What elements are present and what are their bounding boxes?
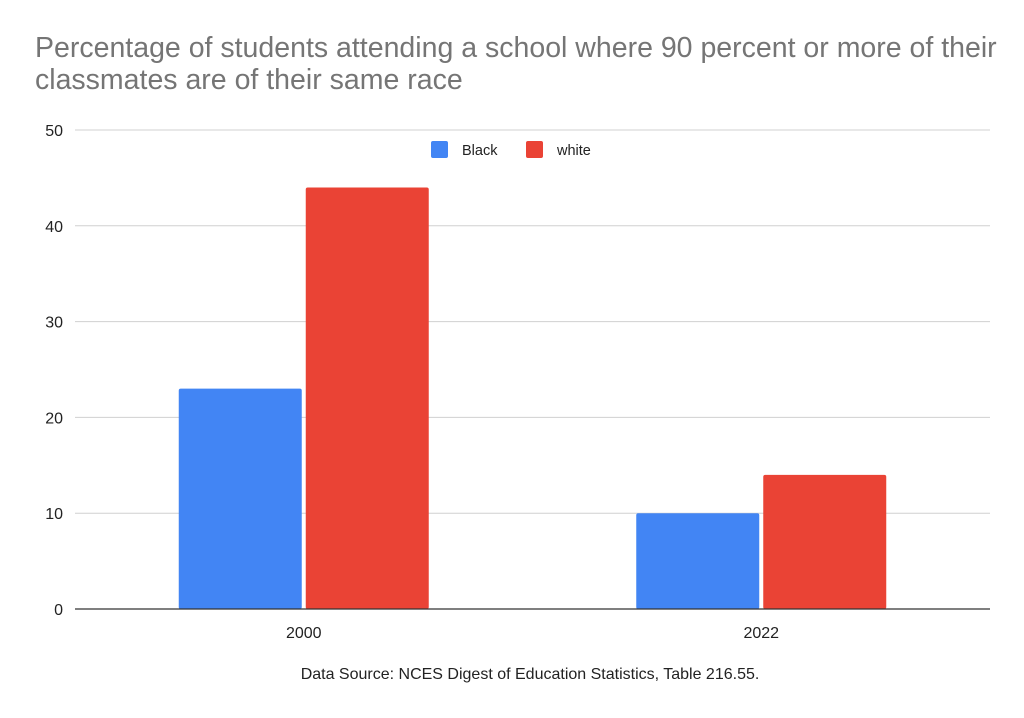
bar-white-2022	[763, 474, 887, 609]
bar-black-2022	[636, 513, 760, 609]
bar-white-2000	[305, 187, 429, 610]
y-tick-label: 10	[45, 506, 63, 523]
chart-title: Percentage of students attending a schoo…	[35, 32, 997, 96]
y-tick-label: 30	[45, 315, 63, 332]
x-tick-label: 2000	[286, 625, 322, 642]
bar-black-2000	[178, 388, 302, 609]
legend-label-white: white	[556, 143, 591, 159]
y-tick-label: 20	[45, 410, 63, 427]
legend-swatch-white	[526, 141, 543, 158]
y-tick-label: 50	[45, 123, 63, 140]
data-source-note: Data Source: NCES Digest of Education St…	[300, 666, 760, 683]
x-tick-label: 2022	[743, 625, 779, 642]
y-tick-label: 0	[54, 602, 63, 619]
legend-swatch-black	[431, 141, 448, 158]
y-tick-label: 40	[45, 219, 63, 236]
legend-label-black: Black	[462, 143, 498, 159]
